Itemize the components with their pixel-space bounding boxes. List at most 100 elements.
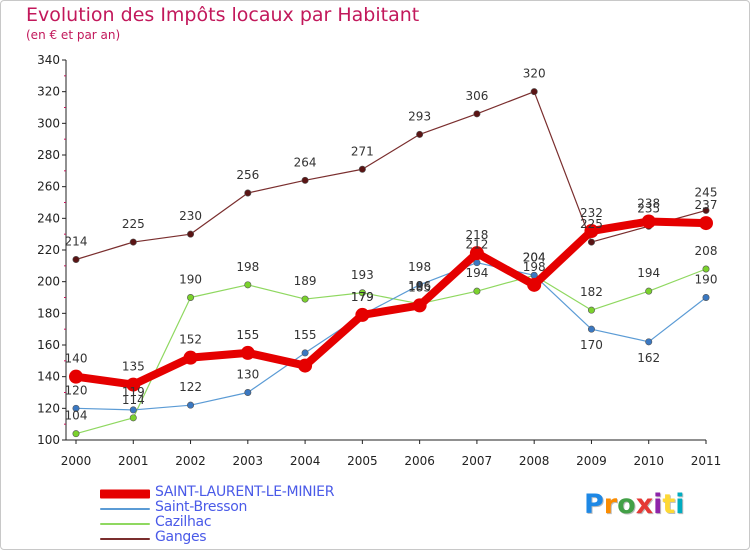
y-tick-label: 320	[37, 85, 60, 99]
series-line-1	[75, 262, 707, 411]
legend-label: Cazilhac	[155, 514, 212, 530]
data-point	[416, 281, 424, 289]
data-label: 130	[236, 368, 259, 382]
data-label: 212	[465, 238, 488, 252]
y-tick-label: 280	[37, 148, 60, 162]
legend-swatch	[100, 507, 150, 510]
data-label: 235	[637, 201, 660, 215]
data-point	[641, 214, 656, 229]
data-label: 114	[122, 393, 145, 407]
series-line-2	[75, 268, 707, 435]
data-label: 264	[294, 155, 317, 169]
x-tick-label: 2005	[347, 454, 378, 468]
data-label: 155	[236, 328, 259, 342]
data-label: 193	[351, 268, 374, 282]
data-label: 230	[179, 209, 202, 223]
data-label: 170	[580, 338, 603, 352]
data-point	[240, 345, 255, 360]
data-point	[301, 176, 309, 184]
y-tick-label: 160	[37, 338, 60, 352]
x-tick-label: 2008	[519, 454, 550, 468]
data-point	[126, 377, 141, 392]
data-label: 162	[637, 351, 660, 365]
legend-label: SAINT-LAURENT-LE-MINIER	[155, 484, 335, 500]
data-label: 119	[122, 385, 145, 399]
legend-swatch	[100, 522, 150, 525]
series-line-3	[75, 91, 707, 261]
y-tick-label: 180	[37, 306, 60, 320]
data-label: 120	[65, 383, 88, 397]
data-point	[72, 404, 80, 412]
x-tick-label: 2001	[118, 454, 149, 468]
data-point	[244, 388, 252, 396]
data-point	[702, 265, 710, 273]
data-label: 225	[580, 217, 603, 231]
x-tick-label: 2004	[290, 454, 321, 468]
data-point	[129, 238, 137, 246]
data-label: 225	[122, 217, 145, 231]
data-label: 204	[523, 250, 546, 264]
data-point	[187, 230, 195, 238]
x-tick-label: 2010	[633, 454, 664, 468]
data-label: 232	[580, 206, 603, 220]
data-point	[587, 306, 595, 314]
data-point	[473, 287, 481, 295]
data-label: 179	[351, 290, 374, 304]
data-label: 186	[408, 279, 431, 293]
proxiti-logo: Proxiti	[584, 489, 685, 520]
data-point	[129, 406, 137, 414]
data-point	[187, 401, 195, 409]
x-tick-label: 2000	[61, 454, 92, 468]
data-label: 155	[294, 328, 317, 342]
data-label: 190	[179, 273, 202, 287]
data-point	[187, 293, 195, 301]
data-point	[587, 325, 595, 333]
data-label: 152	[179, 333, 202, 347]
data-label: 218	[465, 228, 488, 242]
data-label: 198	[408, 260, 431, 274]
data-point	[527, 277, 542, 292]
data-label: 182	[580, 285, 603, 299]
data-point	[358, 165, 366, 173]
data-point	[416, 130, 424, 138]
y-tick-label: 100	[37, 433, 60, 447]
y-tick-label: 120	[37, 401, 60, 415]
data-label: 135	[122, 360, 145, 374]
data-label: 122	[179, 380, 202, 394]
y-tick-label: 200	[37, 275, 60, 289]
data-point	[183, 350, 198, 365]
data-point	[301, 295, 309, 303]
data-label: 271	[351, 144, 374, 158]
data-point	[584, 224, 599, 238]
x-tick-label: 2007	[462, 454, 493, 468]
x-tick-label: 2003	[233, 454, 264, 468]
data-point	[298, 358, 313, 373]
data-point	[244, 281, 252, 289]
legend-swatch	[100, 489, 150, 498]
chart-subtitle: (en € et par an)	[26, 28, 121, 42]
data-point	[72, 430, 80, 438]
data-label: 293	[408, 109, 431, 123]
data-label: 189	[294, 274, 317, 288]
data-label: 208	[695, 244, 718, 258]
legend-label: Saint-Bresson	[155, 499, 248, 515]
y-tick-label: 300	[37, 116, 60, 130]
x-tick-label: 2009	[576, 454, 607, 468]
data-point	[699, 216, 713, 231]
y-tick-label: 240	[37, 211, 60, 225]
x-tick-label: 2006	[404, 454, 435, 468]
data-label: 245	[695, 185, 718, 199]
chart-title: Evolution des Impôts locaux par Habitant	[26, 4, 420, 26]
x-tick-label: 2002	[175, 454, 206, 468]
data-point	[473, 110, 481, 118]
data-label: 204	[523, 250, 546, 264]
y-tick-label: 140	[37, 370, 60, 384]
data-label: 104	[65, 409, 88, 423]
data-label: 214	[65, 235, 88, 249]
data-label: 238	[637, 197, 660, 211]
data-label: 185	[408, 280, 431, 294]
legend-swatch	[100, 537, 150, 540]
data-label: 198	[523, 260, 546, 274]
legend-label: Ganges	[155, 529, 207, 545]
